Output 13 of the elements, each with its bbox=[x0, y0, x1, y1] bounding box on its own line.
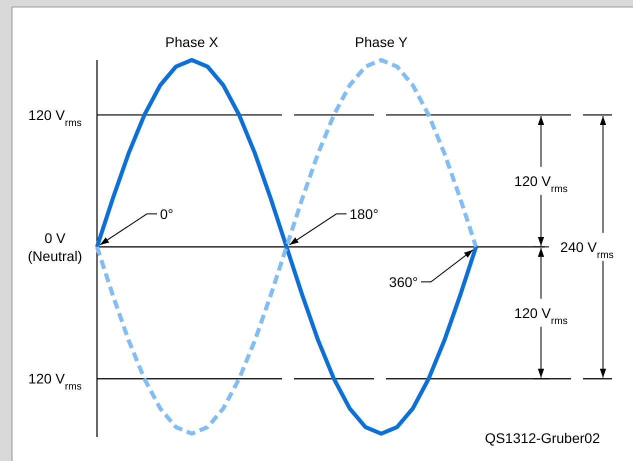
annotation: 0° bbox=[160, 206, 174, 222]
series-label: Phase X bbox=[165, 34, 219, 50]
annotation: 360° bbox=[389, 274, 418, 290]
text: QS1312-Gruber02 bbox=[484, 430, 600, 446]
y-tick-label: 0 V (Neutral) bbox=[28, 230, 82, 264]
text: 120 V$_{rms}$ bbox=[514, 304, 568, 326]
series-label: Phase Y bbox=[354, 34, 408, 50]
y-tick-label: 120 V$_{rms}$ bbox=[28, 106, 82, 128]
text: 120 V$_{rms}$ bbox=[514, 172, 568, 194]
text: 240 V$_{rms}$ bbox=[560, 238, 614, 260]
line-series bbox=[95, 58, 478, 436]
annotation: 180° bbox=[350, 206, 378, 222]
y-tick-label: 120 V$_{rms}$ bbox=[28, 370, 82, 392]
